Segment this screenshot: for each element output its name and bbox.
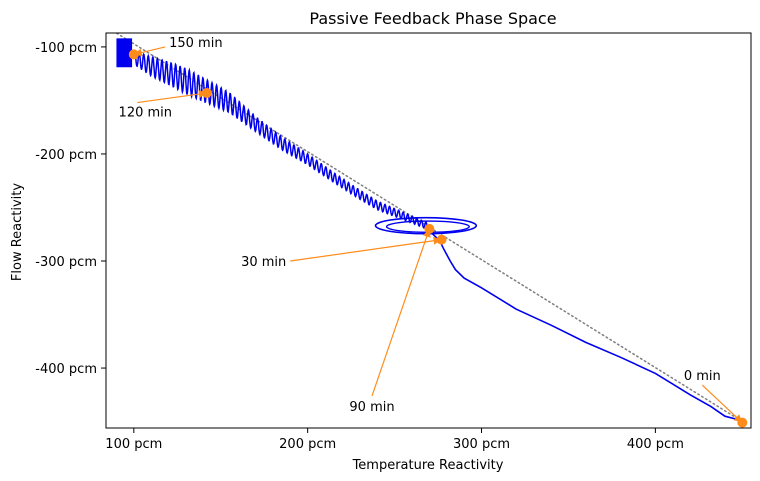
axis-ticks: 100 pcm 200 pcm 300 pcm 400 pcm -100 pcm -200… [35, 41, 684, 452]
time-marker [436, 234, 447, 245]
reference-line [114, 33, 747, 425]
annotation-arrow [371, 228, 430, 397]
y-tick-label: -300 pcm [35, 255, 97, 270]
time-marker [737, 417, 748, 428]
plot-area [114, 33, 748, 428]
time-marker-label: 90 min [349, 400, 394, 415]
x-tick-label: 400 pcm [627, 437, 684, 452]
y-tick-label: -100 pcm [35, 41, 97, 56]
trajectory-dense-band [116, 38, 133, 68]
annotation-arrow [701, 384, 743, 424]
trajectory-oscillation [133, 50, 431, 231]
y-tick-label: -200 pcm [35, 148, 97, 163]
x-tick-label: 100 pcm [105, 437, 162, 452]
x-tick-label: 200 pcm [279, 437, 336, 452]
y-tick-label: -400 pcm [35, 362, 97, 377]
time-marker-label: 0 min [684, 369, 721, 384]
chart-title: Passive Feedback Phase Space [309, 9, 556, 28]
time-marker-label: 150 min [169, 36, 222, 51]
x-tick-label: 300 pcm [453, 437, 510, 452]
y-axis-label: Flow Reactivity [10, 183, 25, 281]
x-axis-label: Temperature Reactivity [352, 458, 504, 473]
time-marker [424, 223, 435, 234]
plot-frame [105, 32, 752, 429]
time-marker-label: 30 min [241, 255, 286, 270]
time-marker-label: 120 min [119, 106, 172, 121]
annotation-arrow [137, 92, 207, 104]
annotation-arrow [290, 239, 442, 262]
time-marker [201, 87, 212, 98]
trajectory-line [428, 230, 743, 424]
time-marker [128, 49, 139, 60]
